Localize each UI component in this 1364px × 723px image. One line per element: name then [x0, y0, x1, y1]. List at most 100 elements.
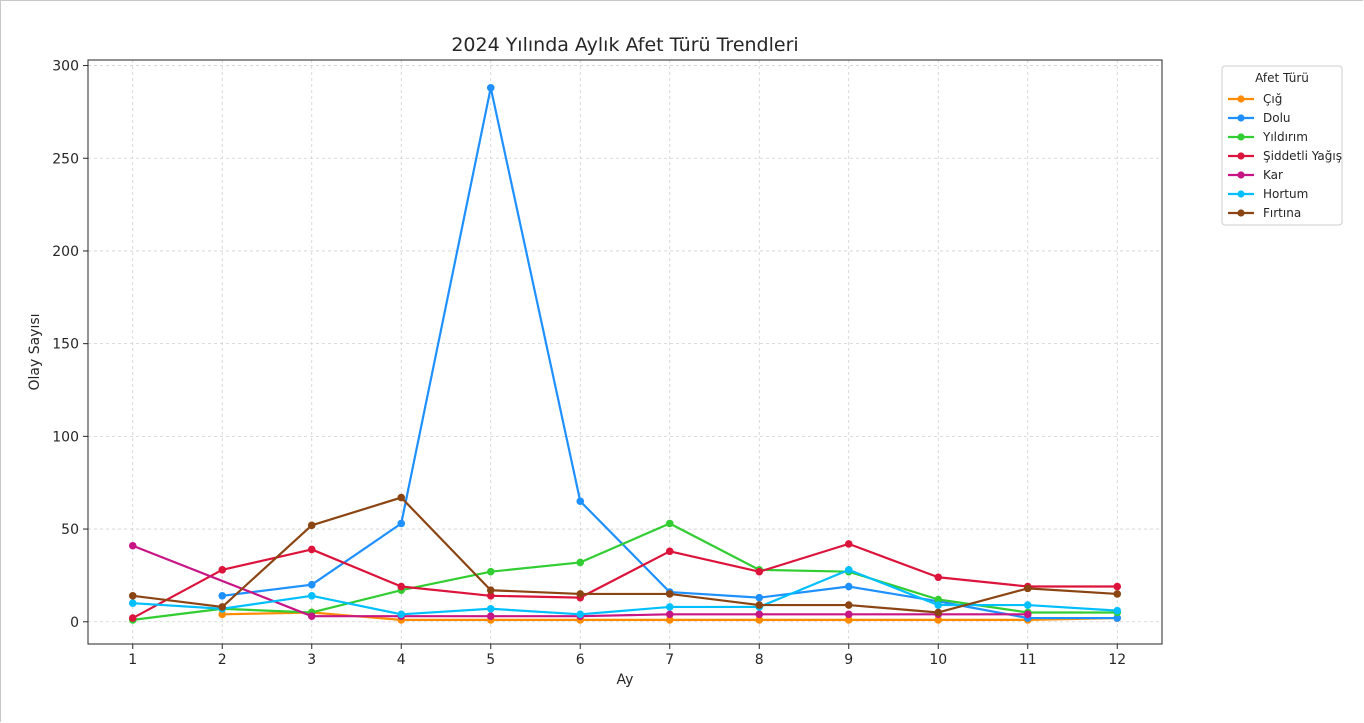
data-point [486, 567, 495, 576]
legend-marker [1237, 209, 1245, 217]
data-point [307, 545, 316, 554]
legend-label: Fırtına [1263, 206, 1301, 220]
legend-marker [1237, 171, 1245, 179]
data-point [934, 601, 943, 609]
x-tick-label: 9 [844, 652, 853, 668]
data-point [1113, 606, 1122, 615]
series-line [132, 522, 1118, 621]
data-point [844, 540, 853, 548]
series-4 [128, 541, 1032, 620]
data-point [934, 573, 943, 582]
data-point [576, 610, 585, 619]
data-point [665, 616, 674, 624]
series-line [132, 496, 1118, 614]
x-tick-label: 5 [486, 652, 495, 668]
data-point [1113, 590, 1122, 598]
data-point [1023, 610, 1032, 619]
data-point [128, 614, 137, 622]
legend-marker [1237, 190, 1245, 198]
data-point [128, 541, 137, 550]
data-point [1023, 601, 1032, 609]
data-point [128, 599, 137, 608]
y-tick-label: 150 [52, 337, 79, 353]
data-point [665, 603, 674, 611]
x-tick-label: 4 [397, 652, 406, 668]
series-line [132, 568, 1118, 616]
y-tick-label: 50 [61, 522, 79, 538]
legend-marker [1237, 114, 1245, 122]
data-point [844, 566, 853, 574]
data-point [934, 608, 943, 617]
data-point [486, 591, 495, 600]
x-tick-label: 12 [1108, 652, 1126, 668]
y-tick-label: 200 [52, 244, 79, 260]
data-point [307, 591, 316, 600]
legend-label: Hortum [1263, 187, 1308, 201]
x-tick-label: 11 [1019, 652, 1037, 668]
legend-label: Dolu [1263, 111, 1291, 125]
data-point [755, 610, 764, 619]
legend-item: Kar [1228, 168, 1283, 182]
legend-label: Çığ [1263, 92, 1282, 106]
series-6 [128, 493, 1122, 617]
series-line [222, 86, 1118, 620]
data-point [218, 610, 227, 619]
data-point [844, 601, 853, 609]
legend-box [1221, 65, 1343, 226]
x-tick-label: 7 [665, 652, 674, 668]
series-layer [128, 84, 1122, 624]
y-tick-label: 100 [52, 429, 79, 445]
x-tick-label: 1 [128, 652, 137, 668]
data-point [755, 616, 764, 624]
x-tick-label: 2 [218, 652, 227, 668]
data-point [397, 610, 406, 619]
data-point [755, 593, 764, 602]
data-point [576, 590, 585, 598]
legend-item: Yıldırım [1228, 130, 1308, 144]
data-point [1023, 584, 1032, 593]
grid [88, 60, 1162, 644]
y-tick-label: 0 [70, 615, 79, 631]
data-point [128, 591, 137, 600]
data-point [934, 595, 943, 604]
data-point [934, 616, 943, 624]
legend-item: Hortum [1228, 187, 1308, 201]
legend: Afet Türü Çığ Dolu Yıldırım Şiddetli Yağış K… [1221, 65, 1343, 226]
data-point [1113, 582, 1122, 591]
legend-item: Dolu [1228, 111, 1291, 125]
data-point [486, 84, 495, 92]
data-point [397, 582, 406, 591]
data-point [486, 586, 495, 595]
data-point [665, 519, 674, 528]
data-point [755, 567, 764, 576]
x-axis-title: Ay [617, 672, 634, 688]
data-point [218, 591, 227, 600]
series-0 [218, 608, 1122, 624]
legend-marker [1237, 133, 1245, 141]
data-point [755, 601, 764, 609]
x-tick-label: 6 [576, 652, 585, 668]
data-point [218, 566, 227, 574]
data-point [307, 580, 316, 589]
legend-item: Şiddetli Yağış [1228, 149, 1342, 163]
data-point [486, 604, 495, 613]
data-point [576, 497, 585, 506]
y-tick-label: 250 [52, 151, 79, 167]
legend-title: Afet Türü [1255, 71, 1309, 85]
data-point [397, 519, 406, 528]
data-point [218, 603, 227, 611]
series-line [132, 542, 1118, 620]
plot-area [87, 59, 1163, 645]
data-point [486, 612, 495, 620]
legend-item: Fırtına [1228, 206, 1301, 220]
y-tick-label: 300 [52, 59, 79, 75]
legend-item: Çığ [1228, 92, 1282, 106]
data-point [665, 590, 674, 598]
x-tick-label: 8 [755, 652, 764, 668]
data-point [576, 558, 585, 567]
data-point [397, 493, 406, 502]
series-line [132, 544, 1028, 618]
x-tick-label: 10 [929, 652, 947, 668]
